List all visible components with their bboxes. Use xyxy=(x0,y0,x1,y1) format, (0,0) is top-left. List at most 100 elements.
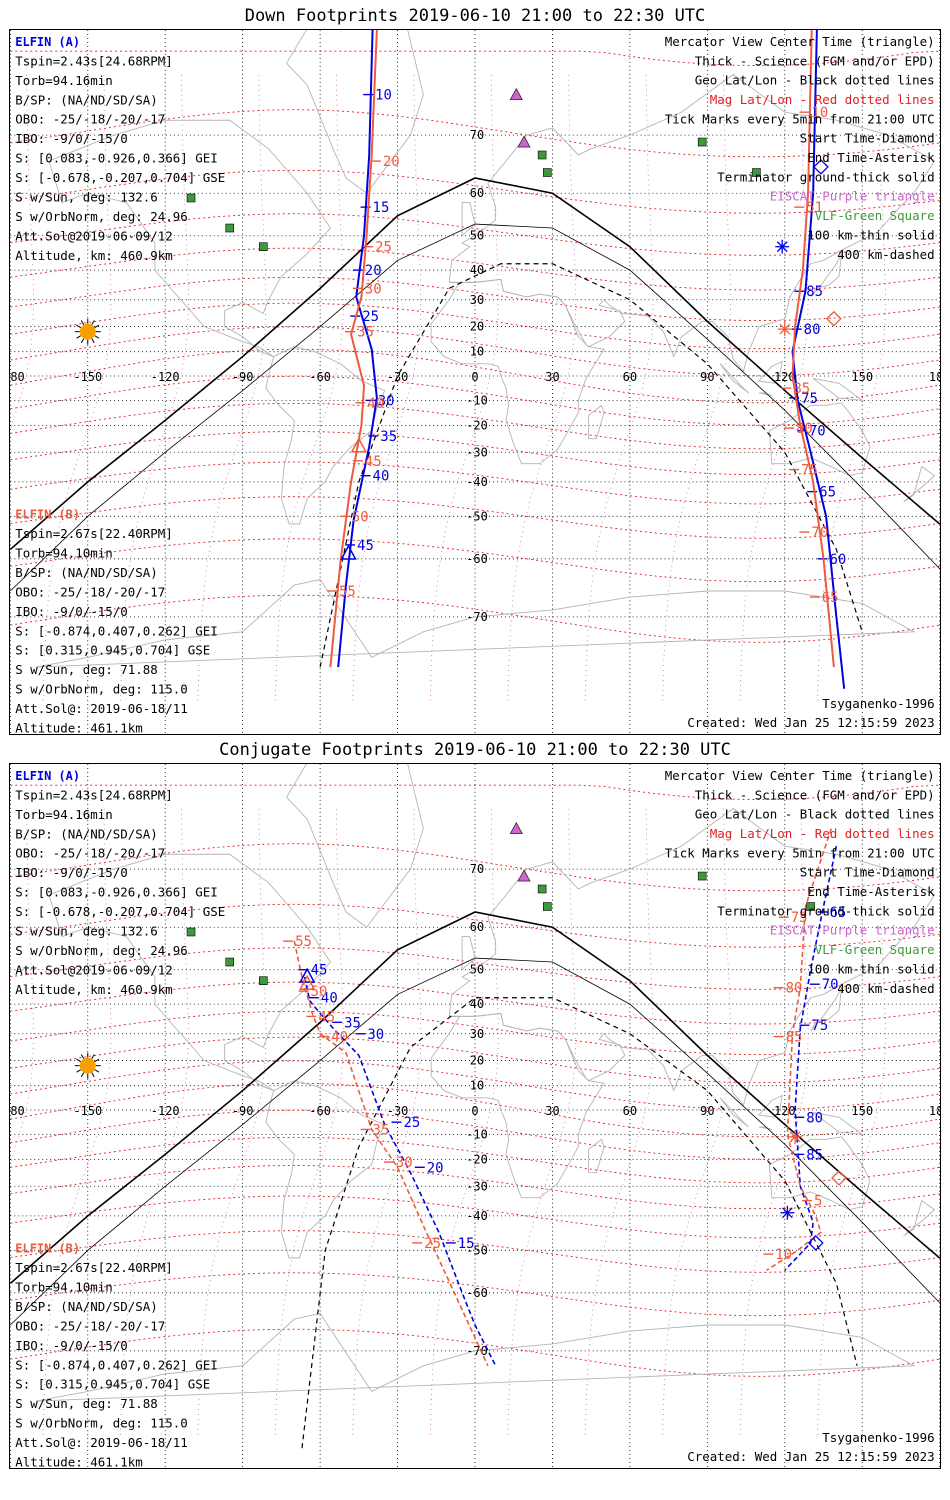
info-line: Tspin=2.67s[22.40RPM] xyxy=(15,526,172,541)
sun-ray xyxy=(76,1069,82,1073)
track-tick-label: 35 xyxy=(357,325,374,341)
info-line: S: [-0.678,-0.207,0.704] GSE xyxy=(15,170,225,185)
info-line: S w/OrbNorm, deg: 24.96 xyxy=(15,943,187,958)
info-line: Tspin=2.67s[22.40RPM] xyxy=(15,1260,172,1275)
info-line: S w/Sun, deg: 132.6 xyxy=(15,190,157,205)
legend-line: Tick Marks every 5min from 21:00 UTC xyxy=(665,845,935,860)
mag-parallel xyxy=(10,213,940,256)
center-triangle xyxy=(298,974,316,990)
track-tick-label: 20 xyxy=(383,154,400,170)
eiscat-triangle xyxy=(509,87,523,100)
vlf-square xyxy=(697,137,707,147)
mag-meridian xyxy=(197,74,267,701)
mag-parallel xyxy=(10,461,940,505)
info-title: ELFIN (B) xyxy=(15,1242,80,1256)
info-line: IBO: -9/0/-15/0 xyxy=(15,1338,127,1353)
lat-tick-label: -50 xyxy=(466,1243,488,1257)
end-asterisk xyxy=(777,322,792,337)
legend-line: Thick - Science (FGM and/or EPD) xyxy=(695,53,935,68)
geo-grid xyxy=(10,764,940,1468)
legend-line: Terminator ground-thick solid xyxy=(717,903,934,918)
down-footprints-map[interactable]: -180 -150 -120 -90 -60 -30 0 30 60 90 120 150 180 -70… xyxy=(9,29,941,735)
coastline xyxy=(768,402,871,477)
legend-line: 400 km-dashed xyxy=(837,981,934,996)
track-tick-label: 80 xyxy=(786,981,803,997)
lat-tick-label: 30 xyxy=(470,293,484,307)
track-tick-label: 85 xyxy=(806,1147,823,1163)
coastline xyxy=(768,1136,871,1211)
mag-parallel xyxy=(10,594,940,643)
lat-tick-label: -40 xyxy=(466,475,488,489)
track-tick-label: 15 xyxy=(373,200,390,216)
mag-meridian xyxy=(42,74,112,701)
coastline xyxy=(461,202,476,237)
vlf-square xyxy=(186,193,196,203)
mag-parallel xyxy=(10,1195,940,1239)
sun-ray xyxy=(94,1058,100,1063)
track-segment xyxy=(303,976,497,1367)
coastline xyxy=(758,1094,783,1118)
mag-parallel xyxy=(10,947,940,990)
legend-line: Tick Marks every 5min from 21:00 UTC xyxy=(665,111,935,126)
info-line: IBO: -9/0/-15/0 xyxy=(15,865,127,880)
legend-line: Terminator ground-thick solid xyxy=(717,169,934,184)
info-line: S: [-0.874,0.407,0.262] GEI xyxy=(15,623,217,638)
lon-tick-label: -60 xyxy=(309,370,331,384)
track-tick-label: 40 xyxy=(331,1030,348,1046)
lat-tick-label: -20 xyxy=(466,1152,488,1166)
track-tick-label: 70 xyxy=(809,424,826,440)
sun-icon xyxy=(74,1052,101,1079)
legend-line: Mag Lat/Lon - Red dotted lines xyxy=(710,826,935,841)
track-tick-label: 60 xyxy=(829,552,846,568)
info-line: S: [0.083,-0.926,0.366] GEI xyxy=(15,885,217,900)
mag-meridian xyxy=(274,74,344,701)
legend-line: Geo Lat/Lon - Black dotted lines xyxy=(695,807,935,822)
track-tick-label: 51 xyxy=(806,200,823,216)
lon-tick-label: 180 xyxy=(929,370,941,384)
lat-tick-label: -30 xyxy=(466,1179,488,1193)
coastlines xyxy=(36,30,936,668)
conjugate-footprints-map[interactable]: -180 -150 -120 -90 -60 -30 0 30 60 90 120 150 180 -70… xyxy=(9,763,941,1469)
vlf-square xyxy=(186,927,196,937)
lon-tick-label: 120 xyxy=(774,370,796,384)
track-tick-label: 35 xyxy=(373,1122,390,1138)
start-diamond xyxy=(807,1235,824,1251)
lon-tick-label: 150 xyxy=(851,1104,873,1118)
lat-tick-label: 60 xyxy=(470,920,484,934)
vlf-square xyxy=(225,223,235,233)
mag-parallel xyxy=(10,402,940,450)
track-tick-label: 50 xyxy=(352,509,369,525)
mag-grid xyxy=(10,784,940,1435)
mag-parallel xyxy=(10,496,940,539)
info-line: Torb=94.10min xyxy=(15,546,112,561)
conjugate-footprints-title: Conjugate Footprints 2019-06-10 21:00 to… xyxy=(219,740,731,760)
lon-tick-label: 60 xyxy=(623,1104,637,1118)
end-asterisk xyxy=(788,1129,803,1144)
lon-tick-label: 180 xyxy=(929,1104,941,1118)
coastline xyxy=(812,377,864,401)
track-tick-label: 85 xyxy=(806,284,823,300)
eiscat-triangle xyxy=(509,821,523,834)
lat-tick-label: -70 xyxy=(466,1344,488,1358)
info-line: S w/Sun, deg: 71.88 xyxy=(15,1396,157,1411)
info-line: S: [0.315,0.945,0.704] GSE xyxy=(15,643,210,658)
vlf-square xyxy=(259,242,268,251)
lat-tick-label: -40 xyxy=(466,1209,488,1223)
legend-line: 400 km-dashed xyxy=(837,247,934,262)
info-line: Altitude, km: 460.9km xyxy=(15,248,172,263)
mag-parallel xyxy=(10,843,940,892)
track-tick-label: 10 xyxy=(811,105,828,121)
track-tick-label: 55 xyxy=(339,584,356,600)
info-line: S w/OrbNorm, deg: 115.0 xyxy=(15,682,187,697)
mag-meridian xyxy=(739,74,809,701)
start-diamond xyxy=(825,310,842,327)
mag-meridian xyxy=(197,808,267,1435)
track-tick-label: 50 xyxy=(311,984,328,1000)
info-elfin-a: ELFIN (A) Tspin=2.43s[24.68RPM] Torb=94.16… xyxy=(15,769,225,997)
center-triangle xyxy=(298,967,316,983)
info-line: Att.Sol@2019-06-09/12 xyxy=(15,962,172,977)
info-line: S: [-0.678,-0.207,0.704] GSE xyxy=(15,904,225,919)
vlf-square xyxy=(752,168,761,177)
info-line: OBO: -25/-18/-20/-17 xyxy=(15,584,165,599)
sun-ray xyxy=(91,1054,95,1060)
